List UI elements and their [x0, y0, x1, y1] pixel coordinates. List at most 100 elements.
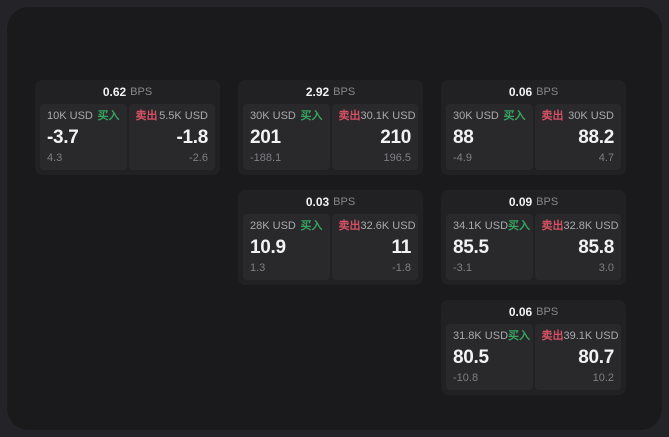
sell-side-tag: 卖出 — [338, 220, 361, 232]
buy-change: -3.1 — [453, 262, 472, 274]
sell-side-tag: 卖出 — [135, 110, 158, 122]
buy-meta-row: 10K USD 买入 — [47, 111, 120, 122]
buy-change: -188.1 — [250, 152, 282, 164]
quote-card: 2.92 BPS 30K USD 买入 201 -188.1 卖出 30.1K … — [238, 80, 423, 175]
bps-unit-label: BPS — [333, 196, 356, 208]
quote-tiles: 34.1K USD 买入 85.5 -3.1 卖出 32.8K USD 85.8… — [446, 214, 621, 280]
quote-card: 0.09 BPS 34.1K USD 买入 85.5 -3.1 卖出 32.8K… — [441, 190, 626, 285]
sell-change: -1.8 — [392, 262, 411, 274]
quote-tiles: 10K USD 买入 -3.7 4.3 卖出 5.5K USD -1.8 -2.… — [40, 104, 215, 170]
buy-size-label: 30K USD — [453, 110, 499, 122]
sell-size-label: 30.1K USD — [360, 110, 416, 122]
sell-quote-tile[interactable]: 卖出 32.8K USD 85.8 3.0 — [534, 214, 621, 280]
buy-change: 4.3 — [47, 152, 63, 164]
buy-meta-row: 30K USD 买入 — [453, 111, 526, 122]
buy-change: -10.8 — [453, 372, 479, 384]
sell-price: 210 — [380, 127, 411, 148]
quote-card: 0.06 BPS 30K USD 买入 88 -4.9 卖出 30K USD 8… — [441, 80, 626, 175]
bps-value: 2.92 — [305, 85, 330, 99]
buy-side-tag: 买入 — [300, 220, 323, 232]
card-header: 0.06 BPS — [446, 300, 621, 324]
buy-quote-tile[interactable]: 31.8K USD 买入 80.5 -10.8 — [446, 324, 533, 390]
sell-meta-row: 卖出 32.6K USD — [338, 220, 416, 232]
sell-side-tag: 卖出 — [541, 110, 564, 122]
quote-tiles: 30K USD 买入 88 -4.9 卖出 30K USD 88.2 4.7 — [446, 104, 621, 170]
bps-value: 0.62 — [102, 85, 127, 99]
buy-size-label: 30K USD — [250, 110, 296, 122]
buy-price: 88 — [453, 127, 474, 148]
bps-unit-label: BPS — [130, 86, 153, 98]
sell-meta-row: 卖出 39.1K USD — [541, 330, 619, 342]
buy-size-label: 28K USD — [250, 220, 296, 232]
quote-card: 0.06 BPS 31.8K USD 买入 80.5 -10.8 卖出 39.1… — [441, 300, 626, 395]
buy-meta-row: 28K USD 买入 — [250, 221, 323, 232]
sell-size-label: 32.8K USD — [563, 220, 619, 232]
buy-meta-row: 34.1K USD 买入 — [453, 220, 530, 232]
sell-quote-tile[interactable]: 卖出 30K USD 88.2 4.7 — [534, 104, 621, 170]
sell-change: 4.7 — [598, 152, 614, 164]
buy-quote-tile[interactable]: 10K USD 买入 -3.7 4.3 — [40, 104, 127, 170]
buy-side-tag: 买入 — [503, 110, 526, 122]
sell-meta-row: 卖出 5.5K USD — [136, 111, 209, 122]
sell-side-tag: 卖出 — [338, 110, 361, 122]
sell-price: 80.7 — [578, 347, 614, 368]
quote-grid-panel: 0.62 BPS 10K USD 买入 -3.7 4.3 卖出 5.5K USD… — [7, 7, 662, 430]
card-header: 0.06 BPS — [446, 80, 621, 104]
card-header: 0.62 BPS — [40, 80, 215, 104]
sell-price: 88.2 — [578, 127, 614, 148]
sell-quote-tile[interactable]: 卖出 5.5K USD -1.8 -2.6 — [128, 104, 215, 170]
quote-tiles: 31.8K USD 买入 80.5 -10.8 卖出 39.1K USD 80.… — [446, 324, 621, 390]
buy-size-label: 10K USD — [47, 110, 93, 122]
buy-quote-tile[interactable]: 30K USD 买入 88 -4.9 — [446, 104, 533, 170]
sell-price: 11 — [391, 237, 412, 258]
sell-size-label: 5.5K USD — [159, 110, 208, 122]
buy-side-tag: 买入 — [508, 220, 531, 232]
card-header: 2.92 BPS — [243, 80, 418, 104]
quote-card: 0.62 BPS 10K USD 买入 -3.7 4.3 卖出 5.5K USD… — [35, 80, 220, 175]
sell-change: -2.6 — [189, 152, 208, 164]
sell-quote-tile[interactable]: 卖出 32.6K USD 11 -1.8 — [331, 214, 418, 280]
quote-card: 0.03 BPS 28K USD 买入 10.9 1.3 卖出 32.6K US… — [238, 190, 423, 285]
buy-price: 85.5 — [453, 237, 489, 258]
sell-meta-row: 卖出 30K USD — [542, 111, 615, 122]
bps-unit-label: BPS — [333, 86, 356, 98]
bps-unit-label: BPS — [536, 196, 559, 208]
sell-meta-row: 卖出 32.8K USD — [541, 220, 619, 232]
sell-quote-tile[interactable]: 卖出 30.1K USD 210 196.5 — [331, 104, 418, 170]
sell-side-tag: 卖出 — [541, 220, 564, 232]
buy-price: 201 — [250, 127, 281, 148]
buy-price: 10.9 — [250, 237, 286, 258]
bps-value: 0.03 — [305, 195, 330, 209]
buy-quote-tile[interactable]: 28K USD 买入 10.9 1.3 — [243, 214, 330, 280]
buy-side-tag: 买入 — [300, 110, 323, 122]
bps-unit-label: BPS — [536, 306, 559, 318]
sell-price: -1.8 — [176, 127, 208, 148]
buy-meta-row: 31.8K USD 买入 — [453, 331, 530, 342]
sell-quote-tile[interactable]: 卖出 39.1K USD 80.7 10.2 — [534, 324, 621, 390]
buy-meta-row: 30K USD 买入 — [250, 111, 323, 122]
bps-value: 0.09 — [508, 195, 533, 209]
card-header: 0.09 BPS — [446, 190, 621, 214]
sell-size-label: 32.6K USD — [360, 220, 416, 232]
buy-price: -3.7 — [47, 127, 79, 148]
buy-side-tag: 买入 — [508, 330, 531, 342]
buy-change: 1.3 — [250, 262, 266, 274]
sell-change: 10.2 — [592, 372, 614, 384]
buy-price: 80.5 — [453, 347, 489, 368]
sell-side-tag: 卖出 — [541, 330, 564, 342]
bps-unit-label: BPS — [536, 86, 559, 98]
buy-size-label: 34.1K USD — [453, 220, 509, 232]
buy-change: -4.9 — [453, 152, 472, 164]
bps-value: 0.06 — [508, 85, 533, 99]
quote-tiles: 28K USD 买入 10.9 1.3 卖出 32.6K USD 11 -1.8 — [243, 214, 418, 280]
buy-quote-tile[interactable]: 34.1K USD 买入 85.5 -3.1 — [446, 214, 533, 280]
buy-quote-tile[interactable]: 30K USD 买入 201 -188.1 — [243, 104, 330, 170]
sell-size-label: 30K USD — [568, 110, 614, 122]
sell-change: 196.5 — [383, 152, 411, 164]
sell-size-label: 39.1K USD — [563, 330, 619, 342]
sell-meta-row: 卖出 30.1K USD — [338, 110, 416, 122]
sell-change: 3.0 — [598, 262, 614, 274]
quote-tiles: 30K USD 买入 201 -188.1 卖出 30.1K USD 210 1… — [243, 104, 418, 170]
buy-side-tag: 买入 — [97, 110, 120, 122]
